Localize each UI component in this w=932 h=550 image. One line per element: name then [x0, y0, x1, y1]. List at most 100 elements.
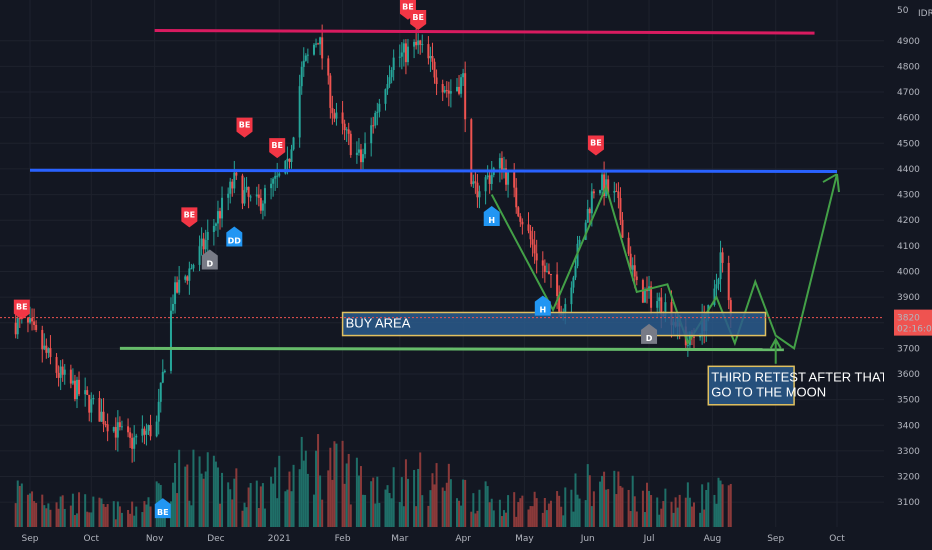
volume-bar [500, 516, 503, 527]
volume-bar [519, 498, 522, 527]
event-marker[interactable]: BE [13, 299, 30, 320]
candle-body [664, 302, 667, 317]
support-line[interactable] [119, 346, 784, 352]
marker-badge [13, 299, 30, 320]
top-resistance-line[interactable] [154, 29, 815, 35]
event-marker[interactable]: BE [154, 498, 171, 519]
volume-bar [613, 470, 616, 527]
event-marker[interactable]: H [534, 295, 551, 316]
candle-body [319, 37, 322, 45]
marker-label: BE [271, 141, 283, 150]
volume-bar [488, 502, 491, 527]
candle-body [627, 237, 630, 254]
annotation-box[interactable] [707, 365, 795, 406]
annotation-box[interactable] [341, 311, 767, 337]
candle-body [517, 207, 520, 217]
candle-body [78, 379, 81, 395]
candle-body [484, 177, 487, 192]
y-tick-label: 4900 [897, 37, 920, 47]
candle-body [488, 175, 491, 184]
x-tick-label: Oct [84, 534, 100, 544]
y-tick-label: 50 [897, 6, 909, 16]
volume-bar [441, 487, 444, 527]
candle-body [545, 271, 548, 273]
candle-body [145, 430, 148, 435]
volume-bar [478, 489, 481, 527]
candle-body [321, 37, 324, 59]
volume-bar [572, 511, 575, 527]
candle-body [29, 318, 31, 323]
marker-label: BE [157, 508, 169, 517]
volume-bar [372, 477, 375, 527]
event-marker[interactable]: BE [269, 138, 286, 159]
volume-bar [292, 464, 295, 527]
y-tick-label: 4100 [897, 242, 920, 252]
volume-bar [345, 463, 348, 527]
candle-body [106, 424, 109, 432]
last-price-tag[interactable] [894, 309, 932, 336]
volume-bar [69, 505, 72, 527]
volume-bar [660, 508, 663, 527]
candle-body [535, 253, 538, 261]
event-marker[interactable]: D [641, 323, 658, 344]
event-marker[interactable]: BE [181, 207, 198, 228]
time-axis[interactable]: Sep Oct Nov Dec 2021 Feb Mar Apr May Jun Jul Aug Sep… [22, 534, 846, 544]
volume-bar [703, 509, 706, 527]
volume-bar [705, 490, 708, 527]
volume-bar [245, 507, 248, 527]
annotation-text: THIRD RETEST AFTER THAT [711, 369, 887, 384]
volume-bar [562, 515, 565, 527]
candle-body [26, 317, 29, 323]
candle-body [159, 382, 162, 402]
mid-resistance-line[interactable] [29, 168, 838, 173]
level-lines[interactable] [29, 29, 838, 352]
marker-label: BE [590, 139, 602, 148]
candle-body [227, 193, 230, 198]
marker-badge [226, 226, 243, 247]
event-marker[interactable]: BE [410, 9, 427, 30]
y-tick-label: 4300 [897, 191, 920, 201]
volume-bar [404, 459, 407, 527]
volume-bar [286, 489, 289, 527]
candle-body [588, 209, 591, 214]
candle-body [431, 55, 434, 62]
volume-bar [558, 495, 561, 527]
volume-bar [219, 503, 222, 527]
volume-bar [433, 484, 436, 527]
volume-bar [615, 494, 618, 527]
candle-body [243, 190, 246, 204]
candle-body [392, 57, 395, 71]
candle-body [88, 394, 91, 413]
volume-bar [502, 510, 505, 527]
candle-body [460, 77, 463, 94]
volume-bar [88, 512, 91, 527]
candle-body [617, 191, 620, 199]
volume-bar [547, 503, 550, 527]
volume-bar [435, 463, 438, 527]
candle-body [292, 137, 295, 150]
volume-bar [86, 511, 89, 527]
candle-body [398, 56, 401, 58]
candle-body [713, 288, 716, 306]
volume-bar [576, 494, 579, 527]
volume-bar [686, 482, 689, 527]
candle-body [507, 172, 510, 185]
volume-bar [507, 495, 510, 527]
volume-bar [26, 494, 29, 527]
volume-bar [104, 506, 107, 527]
volume-bar [333, 441, 336, 527]
event-marker[interactable]: DD [226, 226, 243, 247]
event-marker[interactable]: BE [236, 117, 253, 138]
marker-label: D [206, 260, 213, 269]
volume-bar [513, 492, 516, 527]
candle-body [304, 55, 307, 61]
candle-body [515, 187, 518, 208]
event-marker[interactable]: BE [587, 135, 604, 156]
event-marker[interactable]: D [201, 249, 218, 270]
volume-bar [214, 461, 217, 527]
event-marker[interactable]: H [483, 205, 500, 226]
